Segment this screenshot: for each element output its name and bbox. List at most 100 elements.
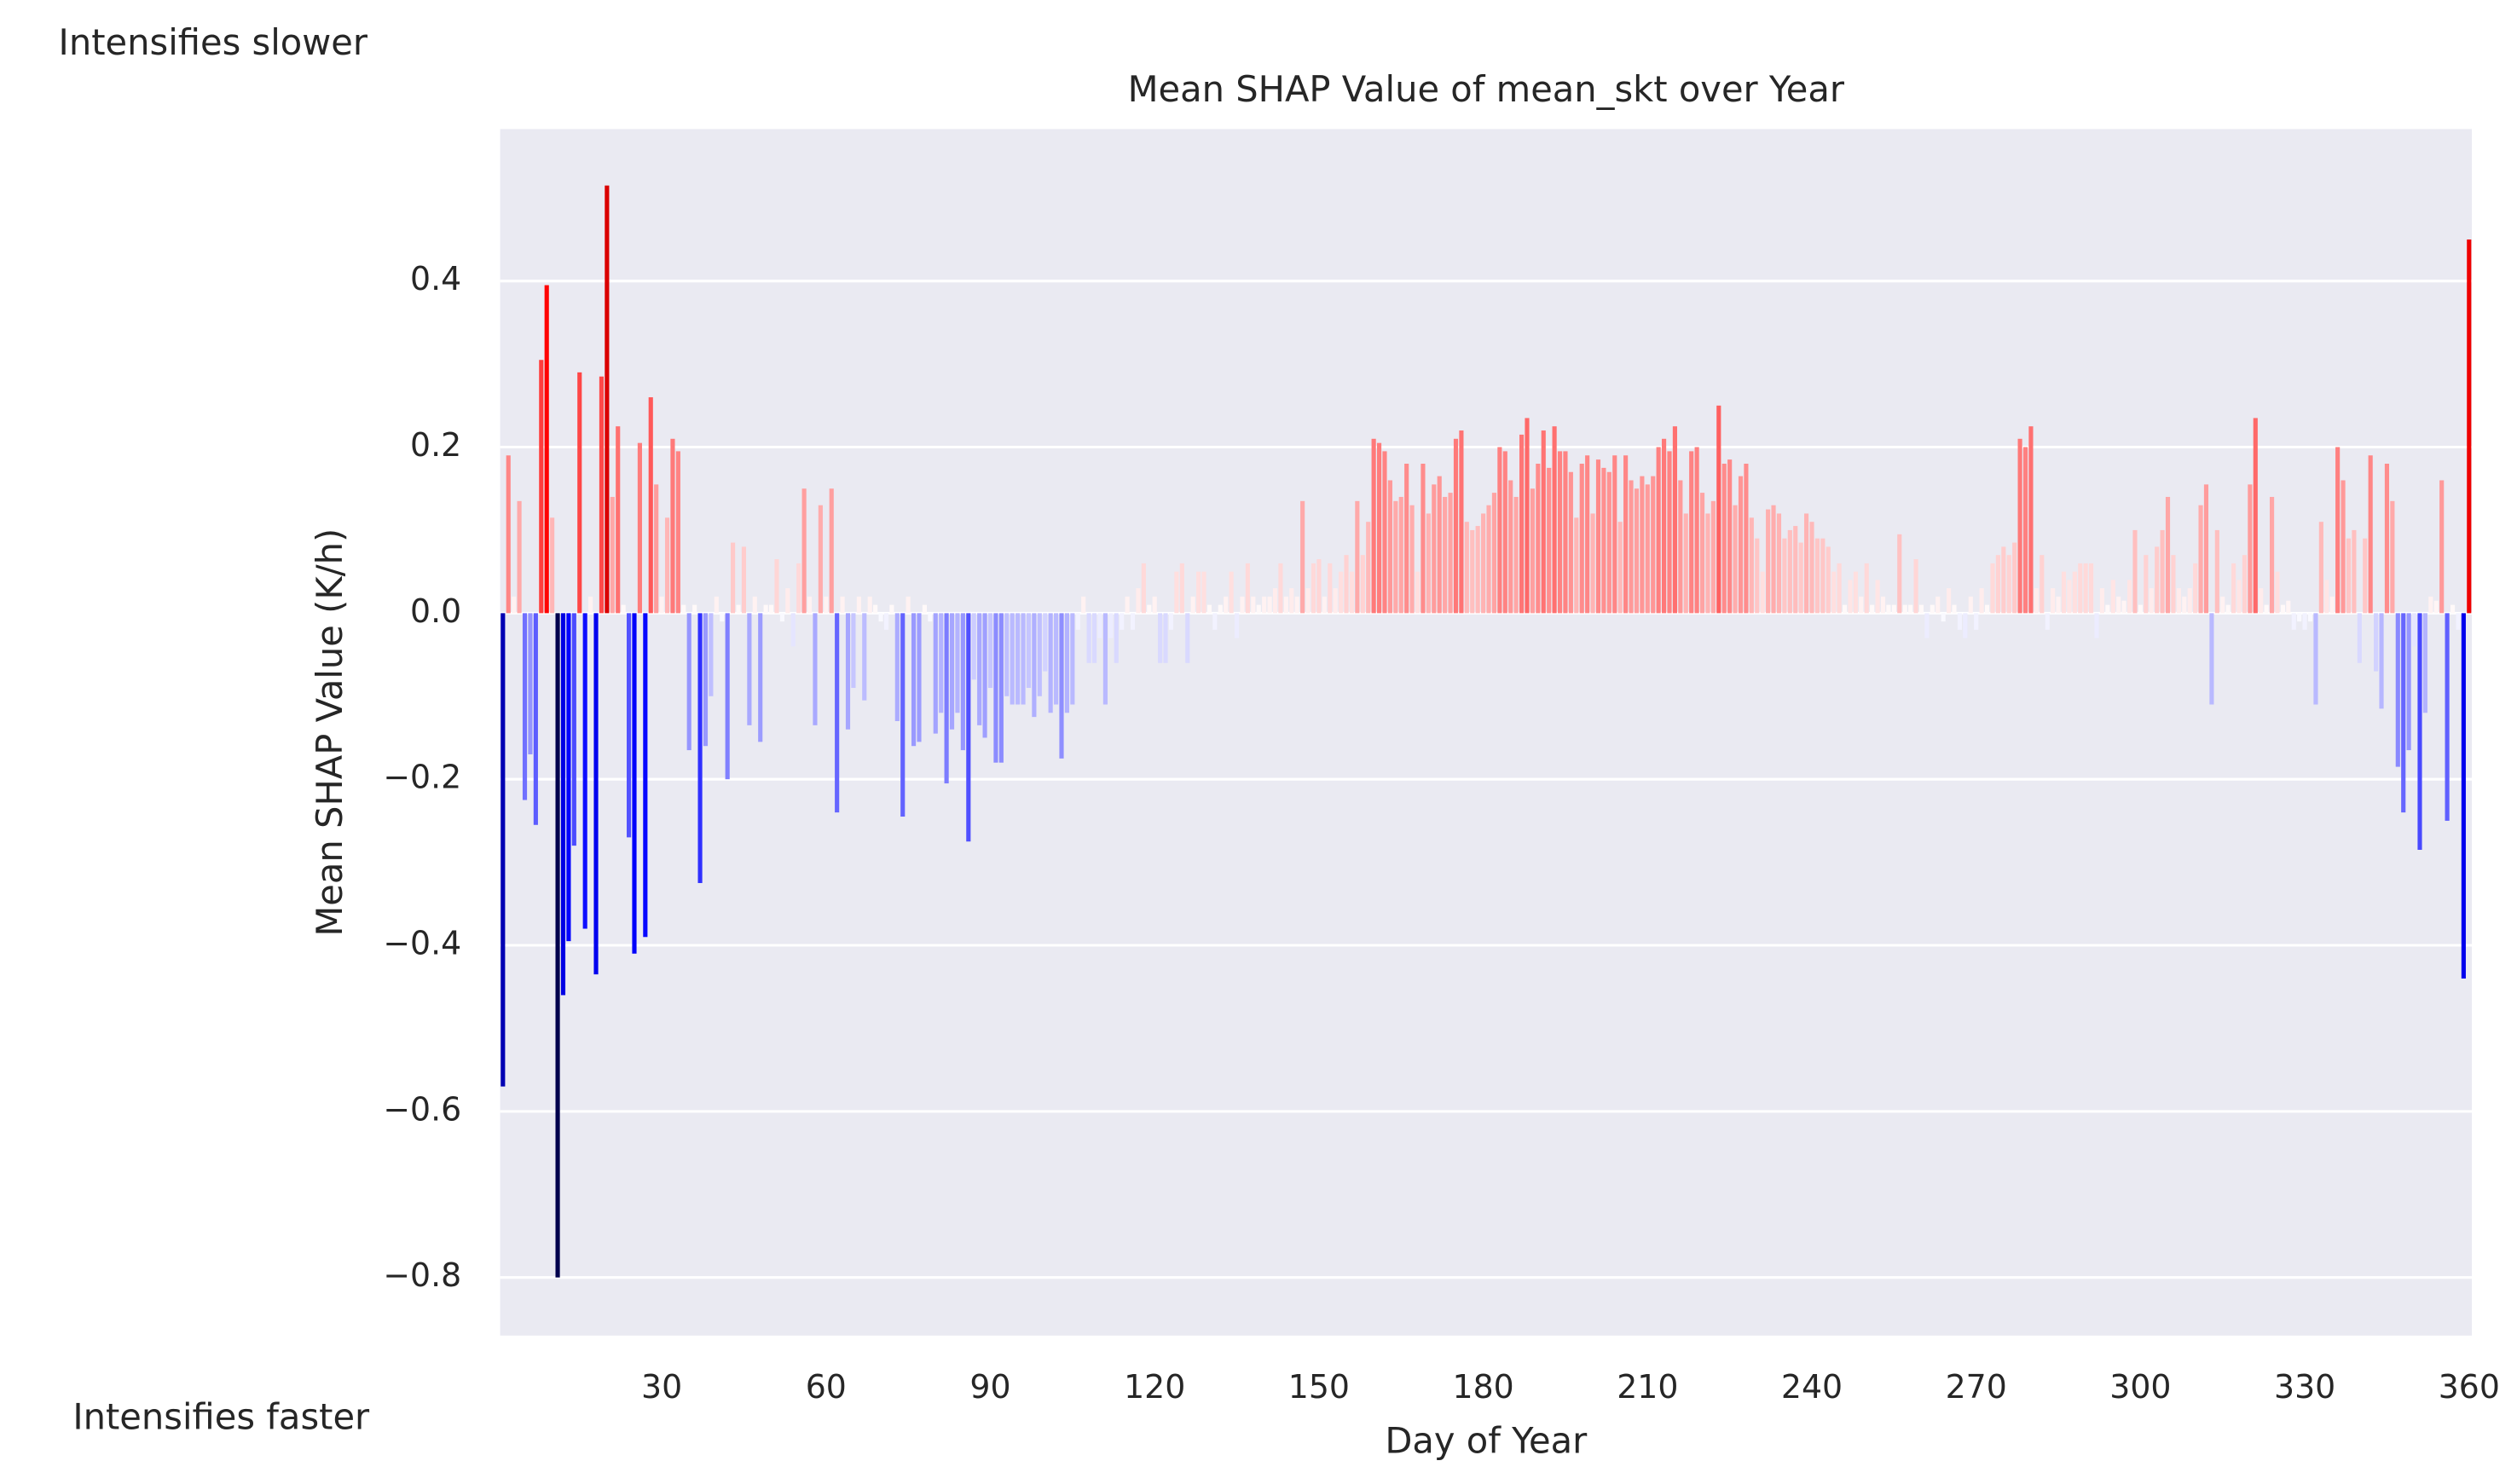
bar (2406, 613, 2411, 751)
bar (1443, 496, 1448, 614)
bar (2198, 505, 2203, 614)
bar (1749, 517, 1754, 614)
bar (906, 596, 911, 614)
bar (1864, 563, 1869, 614)
bar (1421, 464, 1426, 614)
bar (2006, 555, 2011, 614)
bar (1902, 604, 1907, 614)
bar (1678, 480, 1683, 614)
bar (2121, 600, 2126, 614)
bar (894, 613, 900, 721)
bar (1568, 471, 1573, 614)
x-tick-label: 240 (1781, 1368, 1843, 1406)
bar (1557, 451, 1563, 614)
bar (1820, 538, 1826, 614)
bar (2280, 604, 2285, 614)
bar (2138, 604, 2143, 614)
bar (982, 613, 987, 738)
bar (2297, 613, 2302, 622)
bar (2176, 588, 2181, 614)
bar (818, 505, 823, 614)
bar (1848, 580, 1853, 614)
bar (1387, 480, 1392, 614)
bar (2187, 588, 2192, 614)
x-tick-label: 150 (1288, 1368, 1350, 1406)
bar (1941, 613, 1946, 622)
bar (2379, 613, 2384, 709)
bar (878, 613, 883, 622)
bar (1300, 500, 1305, 614)
bar (1536, 464, 1541, 614)
bar (2017, 438, 2022, 614)
bar (1519, 434, 1525, 614)
bar (824, 596, 829, 614)
bar (1738, 476, 1744, 614)
bar (571, 613, 576, 846)
bar (1541, 430, 1546, 614)
bar (1880, 596, 1886, 614)
bar (1043, 613, 1048, 672)
bar (741, 546, 747, 614)
grid (500, 280, 2473, 1279)
bar (643, 613, 648, 938)
bar (610, 496, 615, 614)
bar (599, 376, 605, 614)
bar (616, 426, 621, 614)
bar (1705, 513, 1710, 614)
bar (2417, 613, 2422, 850)
y-tick-label: −0.4 (383, 925, 461, 962)
bar (720, 613, 725, 622)
bar (1398, 496, 1403, 614)
bar (1048, 613, 1053, 713)
bar (1606, 471, 1611, 614)
bar (856, 596, 861, 614)
bar (2160, 529, 2165, 614)
bar (785, 588, 790, 614)
bar (1114, 613, 1119, 663)
bar (774, 559, 779, 614)
bar (1689, 451, 1694, 614)
bar (1481, 513, 1486, 614)
bar (1727, 459, 1733, 614)
bar (1262, 596, 1267, 614)
x-tick-label: 270 (1946, 1368, 2007, 1406)
bar (654, 484, 659, 614)
bar (1733, 505, 1738, 614)
bar (2313, 613, 2318, 705)
bar (1930, 604, 1935, 614)
bar (2012, 542, 2017, 614)
bar (1721, 464, 1727, 614)
bar (747, 613, 752, 725)
bar (2259, 588, 2264, 614)
bar (2318, 522, 2323, 614)
bar (1168, 613, 1174, 630)
bar (1283, 596, 1288, 614)
bar (1267, 596, 1272, 614)
bar (829, 488, 834, 614)
bar (1913, 559, 1918, 614)
bar (2165, 496, 2171, 614)
bars (501, 185, 2472, 1278)
bar (1667, 451, 1672, 614)
bar (555, 613, 560, 1278)
x-tick-label: 30 (641, 1368, 682, 1406)
bar (1409, 505, 1415, 614)
bar (763, 604, 768, 614)
bar (1525, 418, 1530, 614)
bar (1360, 555, 1365, 614)
bar (1585, 455, 1590, 614)
bar (1010, 613, 1015, 705)
bar (1426, 513, 1431, 614)
bar (2089, 563, 2094, 614)
bar (1601, 467, 1606, 614)
bar (1623, 455, 1629, 614)
bar (621, 604, 626, 614)
bar (533, 613, 538, 825)
bar (697, 613, 703, 883)
bar (1120, 613, 1125, 630)
bar (528, 613, 533, 754)
bar (1886, 604, 1891, 614)
bar (2374, 613, 2379, 672)
bar (2395, 613, 2400, 767)
bar (2307, 613, 2313, 622)
